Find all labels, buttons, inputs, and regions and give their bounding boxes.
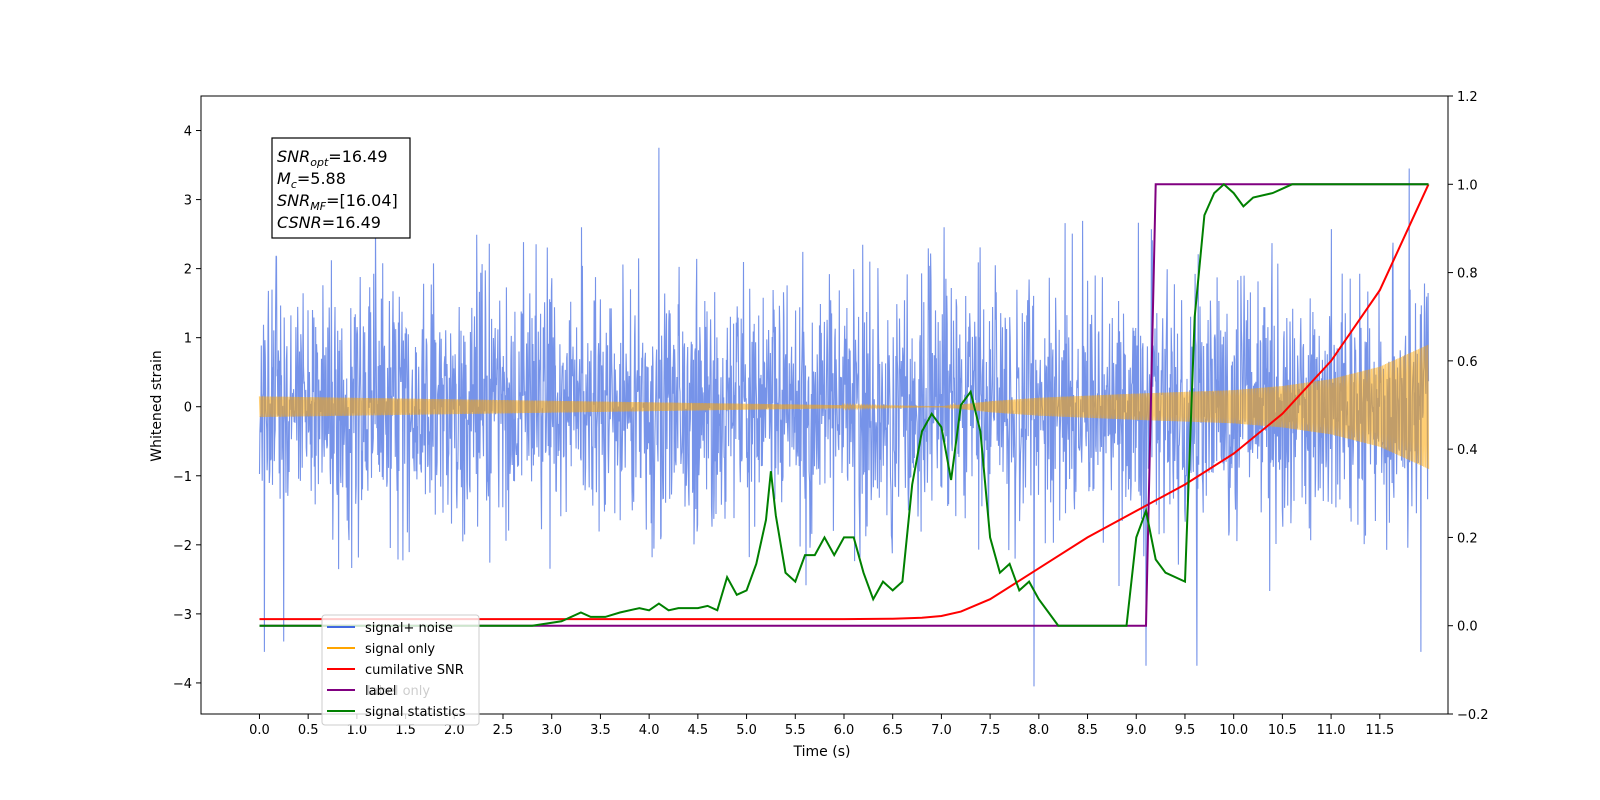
x-tick-label: 10.5 [1268,723,1297,738]
annotation-symbol: SNR [277,191,310,210]
annotation-symbol: SNR [277,147,310,166]
axes-layer [200,95,1449,715]
annotation-box-frame [271,137,411,239]
left-y-tick-label: 4 [184,125,192,140]
legend-label: signal only [365,642,435,657]
annotation-value: =16.49 [328,147,387,166]
legend-label: signal+ noise [365,621,453,636]
axes-frame [200,95,1449,715]
left-y-tick-label: 1 [184,332,192,347]
annotation-line: SNRMF=[16.04] [277,191,398,213]
legend-frame [321,614,480,726]
annotation-value: =5.88 [297,169,346,188]
x-tick-label: 3.0 [541,723,562,738]
annotation-symbol: CSNR [277,213,322,232]
x-tick-label: 5.5 [785,723,806,738]
right-y-tick-label: 0.8 [1457,267,1478,282]
right-y-tick-label: 0.2 [1457,531,1478,546]
left-y-tick-label: 3 [184,194,192,209]
legend-label: label [365,684,396,699]
right-y-tick-label: 0.6 [1457,355,1478,370]
x-tick-label: 6.0 [834,723,855,738]
annotation-value: =[16.04] [326,191,398,210]
series-signal-only [258,344,1430,469]
annotation-symbol: M [277,169,291,188]
x-tick-label: 3.5 [590,723,611,738]
x-tick-label: 8.0 [1028,723,1049,738]
annotation-subscript: MF [310,200,326,213]
x-tick-label: 10.0 [1219,723,1248,738]
x-tick-label: 7.0 [931,723,952,738]
left-y-tick-label: −4 [173,677,192,692]
x-tick-label: 4.5 [688,723,709,738]
annotation-value: =16.49 [322,213,381,232]
left-y-tick-label: 0 [184,401,192,416]
annotation-line: SNRopt=16.49 [277,147,388,169]
x-tick-label: 1.5 [395,723,416,738]
annotation-box: SNRopt=16.49Mc=5.88SNRMF=[16.04]CSNR=16.… [271,137,411,239]
annotation-line: Mc=5.88 [277,169,346,191]
x-tick-label: 6.5 [882,723,903,738]
x-tick-label: 1.0 [347,723,368,738]
right-y-ticks: −0.2 0.0 0.2 0.4 0.6 0.8 1.0 1.2 [1448,90,1489,723]
x-tick-label: 2.0 [444,723,465,738]
left-y-tick-label: −3 [173,608,192,623]
annotation-line: CSNR=16.49 [277,213,381,232]
right-y-tick-label: 0.4 [1457,443,1478,458]
right-y-tick-label: 1.0 [1457,178,1478,193]
x-tick-label: 0.5 [298,723,319,738]
x-tick-label: 11.0 [1317,723,1346,738]
left-y-ticks: −4 −3 −2 −1 0 1 2 3 4 [173,125,201,692]
left-y-tick-label: −1 [173,470,192,485]
x-axis-label: Time (s) [793,744,851,760]
legend-label: cumilative SNR [365,663,464,678]
x-tick-label: 9.5 [1175,723,1196,738]
x-tick-label: 11.5 [1365,723,1394,738]
x-tick-label: 5.0 [736,723,757,738]
x-tick-label: 2.5 [493,723,514,738]
x-tick-label: 8.5 [1077,723,1098,738]
series-cumilative-snr [259,183,1430,621]
annotation-subscript: c [291,178,297,191]
plot-layer [258,147,1430,687]
x-tick-label: 0.0 [249,723,270,738]
annotation-subscript: opt [310,156,329,169]
x-tick-label: 4.0 [639,723,660,738]
left-y-tick-label: −2 [173,539,192,554]
right-y-tick-label: 0.0 [1457,620,1478,635]
x-tick-label: 9.0 [1126,723,1147,738]
series-signal-statistics [259,182,1429,627]
left-y-tick-label: 2 [184,263,192,278]
x-tick-label: 7.5 [980,723,1001,738]
right-y-tick-label: −0.2 [1457,708,1489,723]
right-y-tick-label: 1.2 [1457,90,1478,105]
x-ticks: 0.0 0.5 1.0 1.5 2.0 2.5 3.0 3.5 4.0 4.5 5.0 5.5 6.0 6… [249,714,1394,738]
legend-label: signal statistics [365,705,466,720]
y-axis-label: Whitened strain [149,350,165,461]
